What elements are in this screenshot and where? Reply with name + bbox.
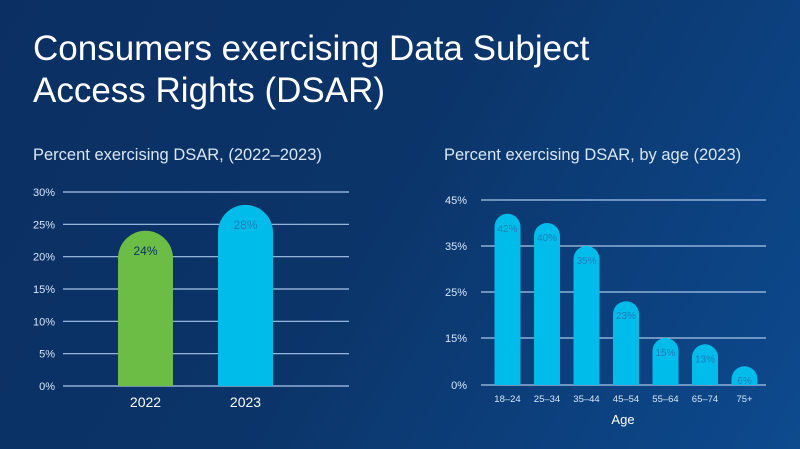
x-category-label: 25–34 bbox=[534, 394, 560, 405]
right-chart-title: Percent exercising DSAR, by age (2023) bbox=[444, 146, 742, 164]
bar-18-24 bbox=[494, 213, 521, 385]
data-label: 23% bbox=[616, 311, 636, 322]
x-category-label: 18–24 bbox=[494, 394, 520, 405]
slide-title: Consumers exercising Data Subject Access… bbox=[33, 28, 593, 112]
x-category-label: 75+ bbox=[736, 394, 753, 405]
y-tick-label: 10% bbox=[33, 316, 55, 328]
x-category-label: 2023 bbox=[230, 394, 261, 410]
x-category-label: 45–54 bbox=[613, 394, 639, 405]
bar-2022 bbox=[118, 230, 173, 386]
data-label: 40% bbox=[537, 233, 557, 244]
left-chart-title: Percent exercising DSAR, (2022–2023) bbox=[33, 146, 322, 164]
y-tick-label: 20% bbox=[33, 252, 55, 264]
title-line-2: Access Rights (DSAR) bbox=[33, 71, 386, 110]
y-tick-label: 30% bbox=[33, 187, 55, 199]
left-chart-year: 0% 5% 10% 15% 20% 25% 30% 24% 2022 28% 2023 bbox=[33, 187, 349, 410]
data-label: 6% bbox=[737, 376, 752, 387]
x-category-label: 35–44 bbox=[573, 394, 599, 405]
data-label: 13% bbox=[695, 354, 715, 365]
data-label: 28% bbox=[233, 218, 257, 232]
y-tick-label: 15% bbox=[445, 333, 467, 345]
data-label: 24% bbox=[133, 244, 157, 258]
y-tick-label: 45% bbox=[445, 195, 467, 207]
y-tick-label: 5% bbox=[39, 349, 55, 361]
y-tick-label: 15% bbox=[33, 284, 55, 296]
bar-35-44 bbox=[573, 246, 600, 385]
x-axis-title: Age bbox=[611, 412, 634, 427]
x-category-label: 2022 bbox=[130, 394, 161, 410]
y-tick-label: 25% bbox=[445, 287, 467, 299]
right-chart-age: 0% 15% 25% 35% 45% 42% 18–24 40% 25–34 35% 35–44 23… bbox=[445, 195, 766, 427]
data-label: 35% bbox=[576, 256, 596, 267]
x-category-label: 65–74 bbox=[692, 394, 718, 405]
bar-45-54 bbox=[613, 301, 639, 385]
y-tick-label: 35% bbox=[445, 241, 467, 253]
bar-55-64 bbox=[652, 338, 679, 385]
bar-75+ bbox=[731, 366, 758, 385]
x-category-label: 55–64 bbox=[652, 394, 678, 405]
y-tick-label: 0% bbox=[451, 380, 467, 392]
bar-25-34 bbox=[534, 223, 560, 385]
title-line-1: Consumers exercising Data Subject bbox=[33, 29, 590, 68]
y-tick-label: 25% bbox=[33, 219, 55, 231]
data-label: 42% bbox=[497, 224, 517, 235]
bar-2023 bbox=[218, 204, 273, 386]
data-label: 15% bbox=[655, 348, 675, 359]
y-tick-label: 0% bbox=[39, 381, 55, 393]
bar-65-74 bbox=[692, 344, 718, 385]
